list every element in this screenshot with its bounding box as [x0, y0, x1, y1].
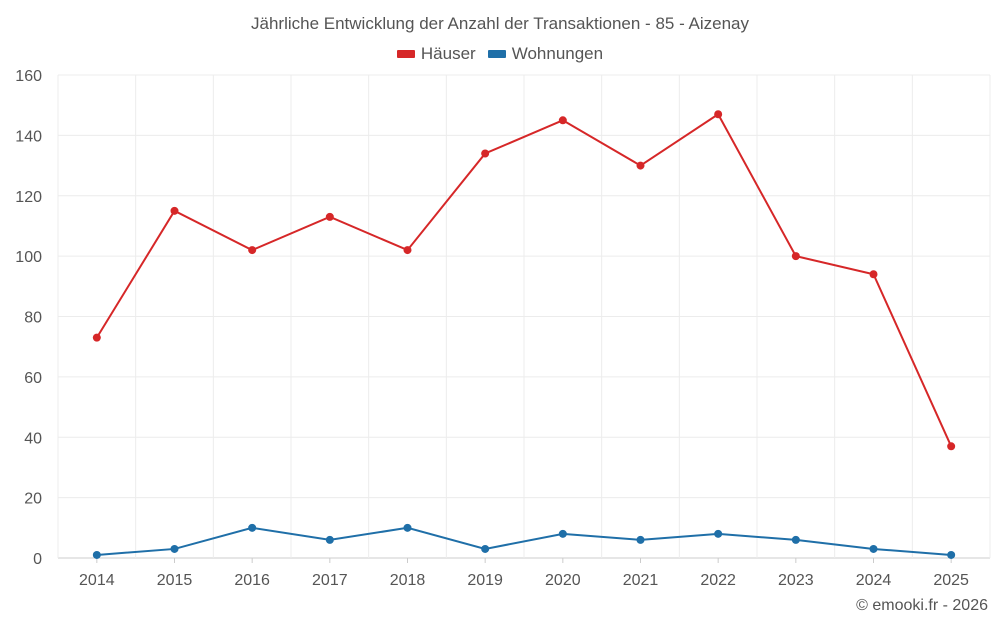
- y-tick-label: 60: [24, 370, 42, 387]
- data-point-0-10: [869, 270, 878, 279]
- data-point-0-2: [248, 246, 257, 255]
- data-point-0-6: [558, 116, 567, 125]
- x-tick-label: 2024: [856, 572, 892, 589]
- data-point-0-5: [481, 149, 490, 158]
- x-tick-label: 2018: [390, 572, 426, 589]
- data-point-1-4: [403, 523, 412, 532]
- y-tick-label: 0: [33, 551, 42, 568]
- y-tick-label: 80: [24, 310, 42, 327]
- data-point-1-0: [92, 550, 101, 559]
- data-point-1-5: [481, 544, 490, 553]
- data-point-1-10: [869, 544, 878, 553]
- series-line-1: [96, 526, 952, 556]
- y-tick-label: 100: [15, 249, 42, 266]
- data-point-1-8: [714, 529, 723, 538]
- legend-item-wohnungen[interactable]: Wohnungen: [487, 44, 604, 64]
- x-tick-label: 2021: [623, 572, 659, 589]
- data-point-1-11: [947, 550, 956, 559]
- data-point-1-3: [325, 535, 334, 544]
- data-point-0-0: [92, 333, 101, 342]
- legend-swatch-wohnungen: [487, 50, 506, 58]
- x-tick-label: 2019: [467, 572, 503, 589]
- data-point-0-3: [325, 212, 334, 221]
- data-point-0-4: [403, 246, 412, 255]
- data-point-1-9: [791, 535, 800, 544]
- data-point-1-2: [248, 523, 257, 532]
- data-point-0-8: [714, 110, 723, 119]
- series-line-0: [95, 112, 953, 447]
- legend: Häuser Wohnungen: [0, 44, 1000, 64]
- x-tick-label: 2014: [79, 572, 115, 589]
- y-tick-label: 120: [15, 189, 42, 206]
- x-tick-label: 2016: [234, 572, 270, 589]
- x-tick-label: 2022: [700, 572, 736, 589]
- y-tick-label: 160: [15, 68, 42, 85]
- x-tick-label: 2015: [157, 572, 193, 589]
- legend-swatch-haeuser: [396, 50, 415, 58]
- data-point-0-7: [636, 161, 645, 170]
- x-tick-label: 2023: [778, 572, 814, 589]
- y-tick-label: 140: [15, 128, 42, 145]
- data-point-1-1: [170, 544, 179, 553]
- data-point-0-1: [170, 206, 179, 215]
- chart-title: Jährliche Entwicklung der Anzahl der Tra…: [251, 14, 749, 33]
- data-point-0-9: [791, 252, 800, 261]
- x-tick-label: 2025: [933, 572, 969, 589]
- data-point-1-7: [636, 535, 645, 544]
- y-tick-label: 40: [24, 430, 42, 447]
- x-tick-label: 2017: [312, 572, 348, 589]
- y-tick-label: 20: [24, 491, 42, 508]
- data-point-0-11: [947, 442, 956, 451]
- data-point-1-6: [558, 529, 567, 538]
- legend-item-haeuser[interactable]: Häuser: [396, 44, 476, 64]
- legend-label-wohnungen: Wohnungen: [511, 44, 604, 63]
- legend-label-haeuser: Häuser: [420, 44, 476, 63]
- x-tick-label: 2020: [545, 572, 581, 589]
- credit: © emooki.fr - 2026: [856, 597, 988, 614]
